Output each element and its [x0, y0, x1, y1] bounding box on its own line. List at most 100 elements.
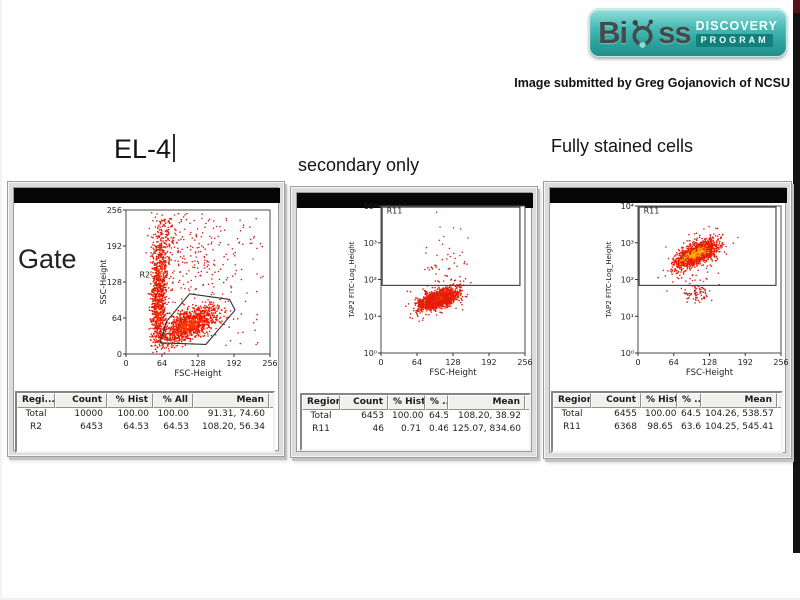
stats-value-cell: 91.31, 74.60	[207, 409, 265, 419]
svg-text:192: 192	[738, 358, 753, 367]
stats-value-cell: 64.53	[429, 411, 448, 421]
svg-text:0: 0	[117, 350, 122, 359]
stats-header-cell	[525, 395, 529, 410]
svg-text:64: 64	[669, 358, 679, 367]
stats-value-cell: 100.00	[645, 409, 677, 419]
stats-value-cell: 6453	[361, 411, 384, 421]
stats-value-cell: 108.20, 38.92	[458, 411, 521, 421]
scatter-points	[405, 211, 472, 323]
stats-value-cell: 0.46	[429, 424, 448, 434]
flow-window-el4: Gate 0 64 128 192 256 256 192 128 64 0 FSC-Height S…	[7, 181, 285, 457]
scatter-points	[145, 211, 264, 354]
svg-text:10²: 10²	[364, 276, 377, 285]
scatter-plot-fitc-log: 0 64 128 192 256 10⁴ 10³ 10² 10¹ 10⁰ FSC-Height TAP…	[605, 202, 789, 378]
svg-text:10²: 10²	[621, 276, 634, 285]
gate-region: R11	[638, 206, 777, 286]
svg-text:128: 128	[445, 358, 460, 367]
gate-label: R2	[140, 271, 151, 280]
svg-text:256: 256	[262, 359, 277, 368]
stats-value-cell: R11	[563, 422, 581, 432]
stats-value-cell: 0.71	[400, 424, 421, 434]
stats-value-cell: 63.68	[681, 422, 701, 432]
stats-table: Regi... Count% Hist% All Mean Total 10000 100…	[15, 391, 275, 453]
stats-data-row: R11 46 0.71 0.46 125.07, 834.60	[302, 423, 529, 436]
svg-text:192: 192	[226, 359, 241, 368]
stats-header-cell: % ...	[677, 393, 701, 408]
stats-header-cell: Mean	[701, 393, 777, 408]
panel1-title-text: EL-4	[114, 134, 172, 164]
stats-header-cell: Mean	[448, 395, 525, 410]
text-cursor	[173, 134, 176, 162]
axis-ticks: 0 64 128 192 256 10⁴ 10³ 10² 10¹ 10⁰	[621, 202, 789, 367]
x-axis-title: FSC-Height	[686, 368, 734, 378]
panel3-title: Fully stained cells	[551, 136, 694, 156]
stats-value-cell: 98.65	[647, 422, 673, 432]
bioss-molecule-icon	[632, 19, 654, 49]
stats-value-cell: 108.20, 56.34	[202, 422, 265, 432]
svg-text:128: 128	[702, 358, 717, 367]
gate-side-label: Gate	[18, 244, 77, 274]
gate-label: R11	[387, 206, 403, 215]
bioss-logo-text-bi: Bi	[598, 15, 628, 50]
svg-text:0: 0	[123, 359, 128, 368]
svg-text:10³: 10³	[364, 239, 377, 248]
svg-text:256: 256	[517, 358, 532, 367]
stats-header-cell: Count	[340, 395, 388, 410]
stats-value-cell: R2	[30, 422, 42, 432]
stats-data-row: Total 10000 100.00 100.00 91.31, 74.60	[17, 408, 273, 421]
stats-value-cell	[525, 410, 529, 423]
stats-header-cell: Count	[55, 393, 107, 408]
stats-header-cell: % ...	[425, 395, 448, 410]
svg-text:64: 64	[157, 359, 167, 368]
stats-header-cell	[269, 393, 273, 408]
svg-text:256: 256	[107, 206, 122, 215]
panel2-title: secondary only	[298, 155, 420, 175]
stats-value-cell	[269, 408, 273, 421]
stats-header-cell: % Hist	[388, 395, 425, 410]
scatter-points	[657, 225, 739, 304]
stats-data-row: Total 6455 100.00 64.55 104.26, 538.57	[553, 408, 781, 421]
stats-data-row: Total 6453 100.00 64.53 108.20, 38.92	[302, 410, 529, 423]
stats-value-cell: 64.53	[123, 422, 149, 432]
svg-text:0: 0	[378, 358, 383, 367]
svg-text:192: 192	[481, 358, 496, 367]
bioss-logo: Bi ss DISCOVERY PROGRAM	[589, 8, 787, 57]
window-titlebar[interactable]	[297, 193, 533, 208]
stats-data-row: R11 6368 98.65 63.68 104.25, 545.41	[553, 421, 781, 434]
gate-region: R11	[381, 206, 521, 286]
stats-value-cell	[269, 421, 273, 434]
stats-value-cell: 100.00	[117, 409, 150, 419]
svg-text:128: 128	[190, 359, 205, 368]
svg-text:10⁰: 10⁰	[364, 349, 377, 358]
stats-value-cell: 100.00	[392, 411, 424, 421]
stats-value-cell: Total	[310, 411, 332, 421]
stats-header-row: Regi... Count% Hist% All Mean	[17, 393, 273, 408]
stats-header-cell	[777, 393, 781, 408]
stats-value-cell: 6453	[80, 422, 103, 432]
right-edge-strip	[793, 0, 800, 553]
stats-value-cell: 10000	[74, 409, 103, 419]
stats-header-cell: Mean	[193, 393, 269, 408]
stats-header-cell: Regi...	[17, 393, 55, 408]
logo-discovery-label: DISCOVERY	[695, 18, 778, 33]
window-titlebar[interactable]	[550, 188, 787, 203]
svg-text:10⁴: 10⁴	[621, 202, 634, 211]
axis-ticks: 0 64 128 192 256 256 192 128 64 0	[107, 206, 278, 368]
stats-value-cell: 104.25, 545.41	[705, 422, 774, 432]
stats-header-cell: % Hist	[641, 393, 677, 408]
credit-line: Image submitted by Greg Gojanovich of NC…	[514, 76, 790, 90]
svg-text:10⁴: 10⁴	[364, 202, 377, 211]
flow-window-fully-stained: 0 64 128 192 256 10⁴ 10³ 10² 10¹ 10⁰ FSC-Height TAP…	[543, 181, 792, 459]
x-axis-title: FSC-Height	[174, 369, 222, 379]
stats-value-cell	[525, 423, 529, 436]
panel1-title-editable[interactable]: EL-4	[114, 134, 176, 165]
y-axis-title: SSC-Height	[99, 259, 108, 304]
plot-frame	[637, 205, 782, 354]
svg-text:0: 0	[635, 358, 640, 367]
window-titlebar[interactable]	[14, 188, 280, 203]
svg-text:192: 192	[107, 242, 122, 251]
svg-text:128: 128	[107, 278, 122, 287]
